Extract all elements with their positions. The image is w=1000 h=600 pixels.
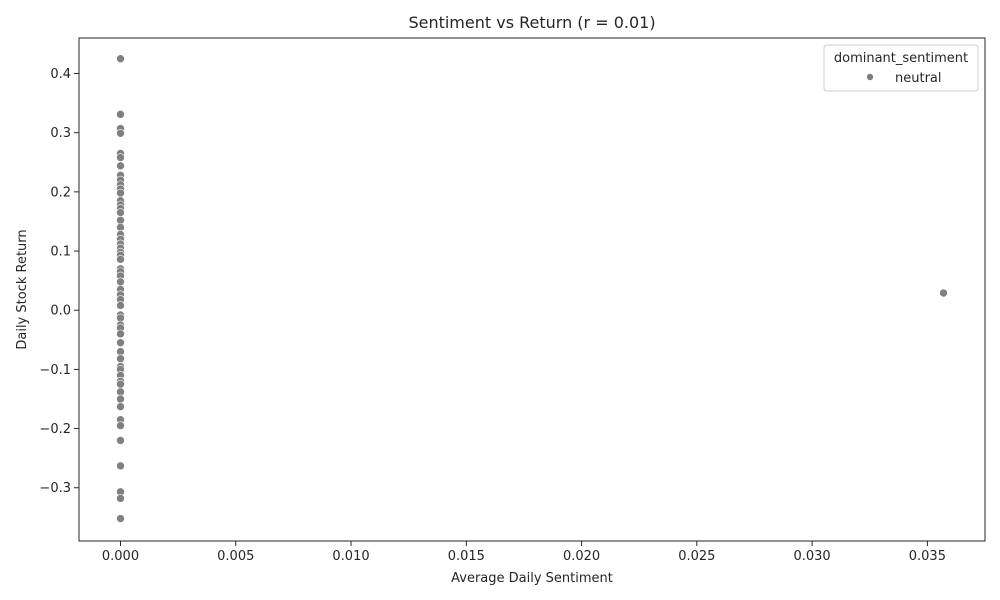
data-point: [116, 514, 125, 523]
data-point: [116, 329, 125, 339]
x-tick-label: 0.005: [217, 549, 254, 564]
plot-area-frame: [78, 37, 986, 542]
data-point: [116, 354, 125, 364]
y-axis-label: Daily Stock Return: [15, 229, 30, 349]
data-point: [116, 215, 125, 225]
y-tick-label: 0.3: [50, 126, 71, 141]
data-point: [116, 461, 125, 471]
x-tick-label: 0.030: [793, 549, 830, 564]
x-axis-label: Average Daily Sentiment: [451, 571, 613, 586]
legend-entry-label: neutral: [895, 71, 942, 86]
data-point: [116, 402, 125, 411]
data-point: [116, 421, 125, 430]
data-point: [116, 394, 125, 404]
data-point: [116, 54, 125, 64]
y-tick-label: 0.0: [50, 304, 71, 319]
y-tick-label: 0.2: [50, 185, 71, 200]
y-tick-label: 0.4: [50, 67, 71, 82]
data-point: [116, 494, 125, 503]
data-point: [116, 110, 125, 119]
data-point: [116, 277, 125, 287]
data-point: [116, 223, 125, 232]
data-point: [116, 436, 125, 445]
legend-box: [823, 44, 979, 92]
x-tick-label: 0.020: [563, 549, 600, 564]
x-tick-label: 0.025: [678, 549, 715, 564]
legend-title: dominant_sentiment: [834, 51, 968, 66]
x-tick-label: 0.000: [102, 549, 139, 564]
chart-title: Sentiment vs Return (r = 0.01): [408, 13, 655, 32]
data-point: [116, 347, 125, 356]
x-axis-ticks: 0.000 0.005 0.010 0.015 0.020 0.025 0.030 0.035: [102, 541, 946, 564]
data-point: [116, 153, 125, 162]
data-point: [116, 379, 125, 389]
legend: dominant_sentiment neutral: [823, 44, 979, 92]
data-point: [116, 188, 125, 198]
data-point: [116, 128, 125, 138]
data-point: [116, 301, 125, 310]
y-axis-ticks: −0.3 −0.2 −0.1 0.0 0.1 0.2 0.3 0.4: [39, 67, 79, 496]
y-tick-label: −0.1: [39, 363, 71, 378]
data-point: [116, 387, 125, 397]
data-point: [116, 313, 125, 323]
x-tick-label: 0.035: [909, 549, 946, 564]
data-point: [939, 288, 948, 298]
legend-marker: [866, 73, 874, 81]
data-point: [116, 338, 125, 348]
data-point: [116, 208, 125, 217]
data-point: [116, 161, 125, 171]
y-tick-label: −0.2: [39, 422, 71, 437]
data-point: [116, 255, 125, 264]
y-tick-label: −0.3: [39, 481, 71, 496]
x-tick-label: 0.015: [448, 549, 485, 564]
x-tick-label: 0.010: [332, 549, 369, 564]
data-points: [116, 54, 948, 523]
y-tick-label: 0.1: [50, 245, 71, 260]
